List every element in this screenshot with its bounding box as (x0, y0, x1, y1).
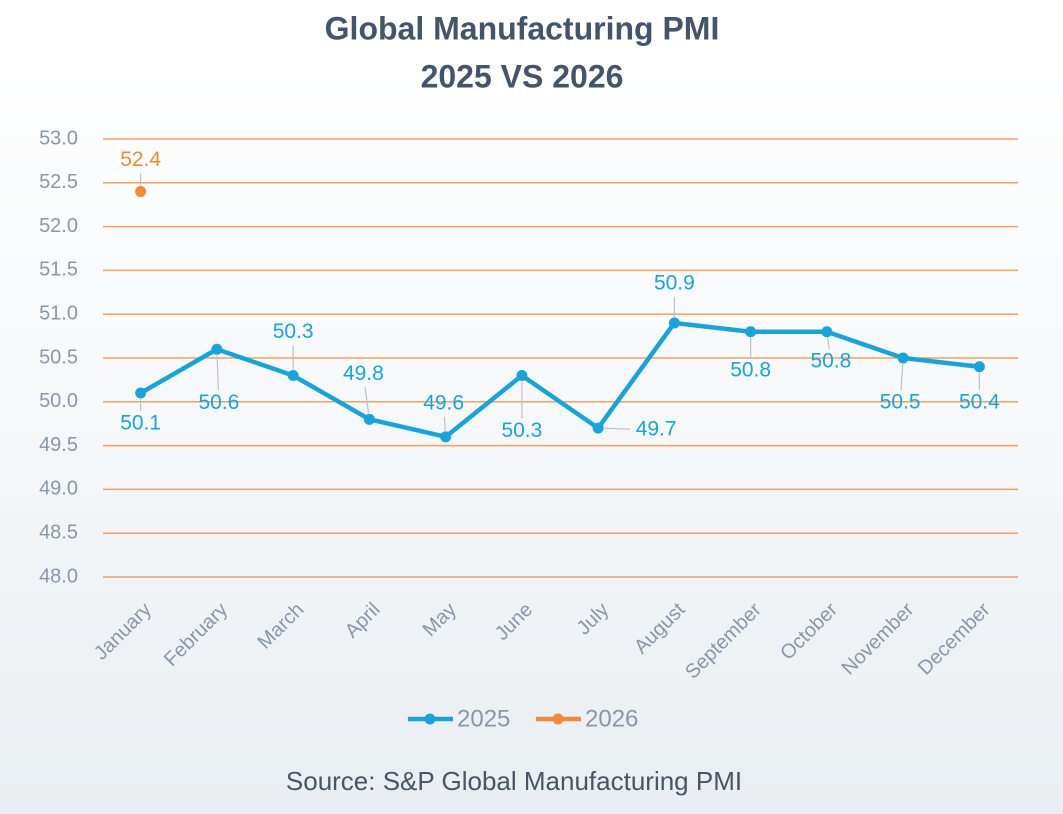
data-label: 50.6 (198, 391, 239, 414)
data-label: 50.8 (810, 349, 851, 372)
source-note: Source: S&P Global Manufacturing PMI (286, 766, 742, 796)
leader-line (364, 387, 370, 414)
data-label: 49.6 (423, 391, 464, 414)
x-tick-label: February (160, 599, 232, 671)
legend-marker (424, 713, 436, 725)
chart-title: Global Manufacturing PMI (325, 10, 720, 46)
data-label: 50.4 (959, 390, 1000, 413)
data-label: 49.7 (636, 418, 677, 441)
leader-line (604, 427, 631, 430)
x-tick-label: January (90, 599, 156, 665)
x-tick-label: August (630, 598, 690, 658)
marker (668, 317, 680, 329)
x-tick-label: March (254, 599, 309, 654)
x-tick-label: September (681, 598, 766, 683)
data-label: 50.5 (880, 391, 921, 414)
marker (440, 431, 452, 443)
x-tick-label: June (491, 599, 537, 645)
y-tick-label: 51.0 (39, 302, 78, 324)
marker (973, 361, 985, 373)
data-label: 49.8 (343, 362, 384, 385)
x-tick-label: May (419, 599, 461, 641)
chart-subtitle: 2025 VS 2026 (421, 58, 624, 94)
y-tick-label: 52.0 (39, 215, 78, 237)
legend-label: 2025 (457, 705, 510, 732)
leader-line (216, 355, 219, 391)
marker (211, 343, 223, 355)
legend-marker (552, 713, 564, 725)
marker (287, 370, 299, 382)
y-tick-label: 53.0 (39, 127, 78, 149)
marker (135, 186, 147, 198)
data-label: 50.3 (501, 419, 542, 442)
data-label: 50.1 (120, 412, 161, 435)
marker (897, 352, 909, 364)
marker (516, 370, 528, 382)
x-tick-label: April (341, 599, 385, 643)
data-label: 50.9 (654, 272, 695, 295)
marker (745, 326, 757, 338)
x-tick-label: November (838, 598, 919, 679)
y-tick-label: 49.5 (39, 434, 78, 456)
marker (592, 422, 604, 434)
data-label: 52.4 (120, 148, 161, 171)
leader-line (443, 416, 446, 431)
x-tick-label: December (914, 598, 995, 679)
data-label: 50.8 (730, 358, 771, 381)
leader-line (900, 363, 904, 391)
y-tick-label: 48.0 (39, 565, 78, 587)
leader-line (827, 337, 830, 349)
x-tick-label: July (573, 599, 614, 640)
y-tick-label: 51.5 (39, 259, 78, 281)
y-tick-label: 50.5 (39, 346, 78, 368)
y-tick-label: 52.5 (39, 171, 78, 193)
x-tick-label: October (776, 598, 842, 664)
data-label: 50.3 (273, 320, 314, 343)
marker (135, 387, 147, 399)
y-tick-label: 49.0 (39, 478, 78, 500)
series-line (139, 320, 980, 440)
legend-label: 2026 (585, 705, 638, 732)
y-tick-label: 48.5 (39, 521, 78, 543)
y-tick-label: 50.0 (39, 390, 78, 412)
marker (363, 413, 375, 425)
marker (821, 326, 833, 338)
